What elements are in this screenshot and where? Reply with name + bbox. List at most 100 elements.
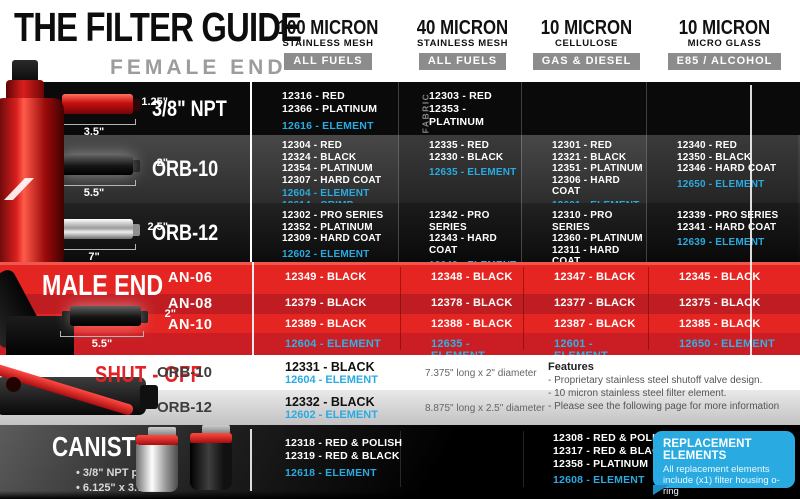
part-number: 12366 - PLATINUM <box>282 103 378 115</box>
filter-photo-red: 1.25" 3.5" <box>52 90 168 138</box>
part-number: 12379 - BLACK <box>285 297 367 309</box>
part-number: 12306 - HARD COAT <box>552 174 620 198</box>
feature-item: - Please see the following page for more… <box>548 401 780 412</box>
dimension-width: 5.5" <box>91 338 113 350</box>
part-number: 12311 - HARD COAT <box>552 244 620 268</box>
element-number: 12650 - ELEMENT <box>679 338 775 350</box>
part-number: 12319 - RED & BLACK <box>285 450 400 462</box>
part-number: 12339 - PRO SERIES <box>677 210 779 221</box>
part-number: 12343 - HARD COAT <box>429 233 497 256</box>
features-block: Features - Proprietary stainless steel s… <box>548 361 779 413</box>
part-number: 12318 - RED & POLISH <box>285 437 403 449</box>
page-title: THE FILTER GUIDE <box>14 4 302 50</box>
feature-item: - 10 micron stainless steel filter eleme… <box>548 388 727 399</box>
fuel-badge: E85 / ALCOHOL <box>667 53 782 70</box>
part-number: 12335 - RED <box>429 140 490 151</box>
part-number: 12303 - RED <box>429 90 492 102</box>
size-note: 7.375" long x 2" diameter <box>425 368 537 379</box>
column-header-10-micron-micro-glass: 10 MICRON MICRO GLASS E85 / ALCOHOL <box>649 18 800 70</box>
cell-orb10-cellulose: 12301 - RED 12321 - BLACK 12351 - PLATIN… <box>521 135 646 211</box>
element-number: 12602 - ELEMENT <box>282 248 370 260</box>
cell-npt-40micron: FABRIC 12303 - RED 12353 - PLATINUM 1260… <box>398 82 521 145</box>
column-header-100-micron: 100 MICRON STAINLESS MESH ALL FUELS <box>255 18 401 70</box>
element-number: 12616 - ELEMENT <box>282 120 374 132</box>
dimension-width: 7" <box>88 251 100 263</box>
part-number: 12388 - BLACK <box>431 318 513 330</box>
cell-npt-microglass-empty <box>646 82 798 135</box>
row-label: ORB-12 <box>157 399 213 416</box>
shut-off-section: SHUT - OFF ORB-10 12331 - BLACK 12604 - … <box>0 355 800 425</box>
cell-canister-cellulose: 12308 - RED & POLISH 12317 - RED & BLACK… <box>553 432 670 487</box>
part-number: 12387 - BLACK <box>554 318 636 330</box>
section-label-shut-off: SHUT - OFF <box>95 361 203 387</box>
part-number: 12351 - PLATINUM <box>552 163 643 174</box>
dimension-height: 1.25" <box>141 96 168 108</box>
element-number: 12635 - ELEMENT <box>429 167 517 178</box>
part-number: 12302 - PRO SERIES <box>282 210 384 221</box>
dimension-height: 2" <box>164 308 176 320</box>
row-label-an06: AN-06 <box>168 270 213 286</box>
dimension-height: 2.5" <box>147 221 168 233</box>
cell-orb12-40micron: 12342 - PRO SERIES 12343 - HARD COAT 126… <box>398 203 521 271</box>
part-number: 12301 - RED <box>552 140 613 151</box>
column-header-10-micron-cellulose: 10 MICRON CELLULOSE GAS & DIESEL <box>524 18 649 70</box>
column-headers: 100 MICRON STAINLESS MESH ALL FUELS 40 M… <box>255 18 800 70</box>
table-row-orb12: 2.5" 7" ORB-12 12302 - PRO SERIES 12352 … <box>40 203 800 283</box>
cell-orb12-cellulose: 12310 - PRO SERIES 12360 - PLATINUM 1231… <box>521 203 646 283</box>
part-number: 12375 - BLACK <box>679 297 761 309</box>
part-number: 12310 - PRO SERIES <box>552 210 613 233</box>
cell-orb12-microglass: 12339 - PRO SERIES 12341 - HARD COAT 126… <box>646 203 798 262</box>
part-number: 12316 - RED <box>282 90 345 102</box>
element-number: 12604 - ELEMENT <box>282 188 370 199</box>
male-row-an08: 12379 - BLACK 12378 - BLACK 12377 - BLAC… <box>255 297 800 310</box>
row-label-an08: AN-08 <box>168 296 213 312</box>
cell-orb10-microglass: 12340 - RED 12350 - BLACK 12346 - HARD C… <box>646 135 798 203</box>
dimension-height: 2" <box>156 157 168 169</box>
replacement-elements-callout: REPLACEMENT ELEMENTS All replacement ele… <box>653 431 795 497</box>
features-title: Features <box>548 361 594 373</box>
male-end-section: MALE END AN-06 AN-08 AN-10 2" 5.5" 12349… <box>0 262 800 355</box>
section-label-male-end: MALE END <box>42 270 164 302</box>
callout-text: All replacement elements <box>663 464 770 475</box>
table-row-npt: 1.25" 3.5" 3/8" NPT 12316 - RED 12366 - … <box>40 82 800 145</box>
part-number: 12309 - HARD COAT <box>282 233 382 244</box>
part-number: 12354 - PLATINUM <box>282 163 373 174</box>
element-number: 12608 - ELEMENT <box>553 474 645 486</box>
part-number: 12378 - BLACK <box>431 297 513 309</box>
part-number: 12377 - BLACK <box>554 297 636 309</box>
part-number: 12330 - BLACK <box>429 151 504 163</box>
fuel-badge: ALL FUELS <box>418 53 507 70</box>
element-number: 12604 - ELEMENT <box>285 374 378 386</box>
part-number: 12324 - BLACK <box>282 151 357 163</box>
part-number: 12307 - HARD COAT <box>282 174 382 186</box>
element-number: 12601 - ELEMENT <box>554 338 608 355</box>
cell-npt-cellulose-empty <box>521 82 646 135</box>
fuel-badge: ALL FUELS <box>284 53 372 70</box>
column-header-40-micron: 40 MICRON STAINLESS MESH ALL FUELS <box>401 18 524 70</box>
part-number: 12352 - PLATINUM <box>282 221 373 233</box>
element-number: 12639 - ELEMENT <box>677 237 765 248</box>
cell-npt-100micron: 12316 - RED 12366 - PLATINUM 12616 - ELE… <box>252 82 398 135</box>
part-number: 12348 - BLACK <box>431 271 513 283</box>
dimension-width: 5.5" <box>83 187 105 199</box>
female-end-table: 1.25" 3.5" 3/8" NPT 12316 - RED 12366 - … <box>40 82 800 283</box>
part-number: 12332 - BLACK <box>285 395 375 409</box>
canister-section: CANISTER • 3/8" NPT ports. • 6.125" x 3.… <box>0 425 800 499</box>
part-number: 12346 - HARD COAT <box>677 163 777 174</box>
cell-orb10-40micron: 12335 - RED 12330 - BLACK 12635 - ELEMEN… <box>398 135 521 203</box>
element-number: 12602 - ELEMENT <box>285 409 378 421</box>
filter-photo-chrome: 2.5" 7" <box>52 215 168 263</box>
part-number: 12317 - RED & BLACK <box>553 445 668 457</box>
section-label-female-end: FEMALE END <box>110 56 287 79</box>
part-number: 12360 - PLATINUM <box>552 233 643 244</box>
page-divider-line <box>750 85 752 355</box>
part-number: 12353 - PLATINUM <box>429 103 485 128</box>
row-label: ORB-10 <box>157 364 213 381</box>
element-number: 12635 - ELEMENT <box>431 338 485 355</box>
part-number: 12349 - BLACK <box>285 271 367 283</box>
part-number: 12385 - BLACK <box>679 318 761 330</box>
row-label: ORB-12 <box>152 219 219 245</box>
filter-photo-black: 2" 5.5" <box>52 151 168 199</box>
table-row-orb10: 2" 5.5" ORB-10 12304 - RED 12324 - BLACK… <box>40 135 800 222</box>
fuel-badge: GAS & DIESEL <box>532 53 641 70</box>
